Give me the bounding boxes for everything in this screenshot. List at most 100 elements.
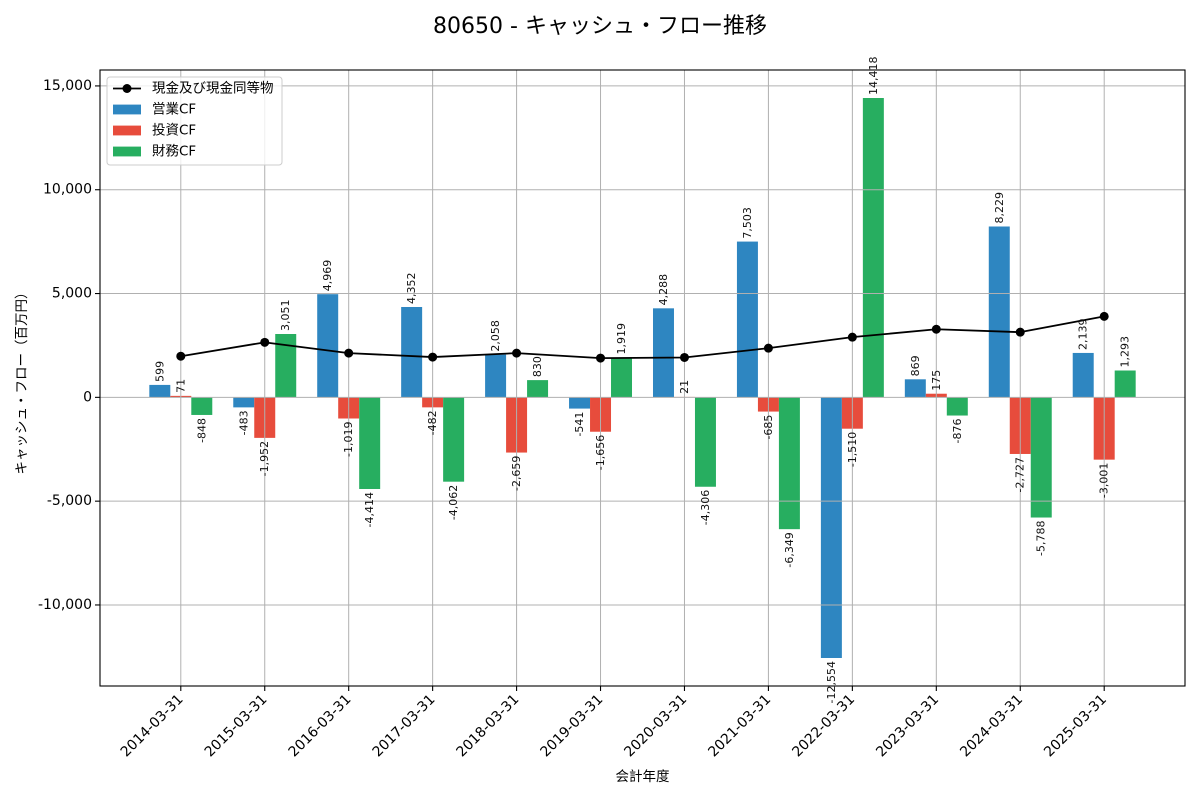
data-label-financing-cf-2021-03-31: -6,349 (783, 532, 796, 567)
bar-operating-cf-2019-03-31 (569, 397, 591, 409)
data-label-operating-cf-2017-03-31: 4,352 (405, 272, 418, 304)
data-label-investing-cf-2014-03-31: 71 (174, 379, 187, 393)
data-label-financing-cf-2018-03-31: 830 (531, 356, 544, 377)
cash-balance-point-2021-03-31 (763, 343, 773, 353)
cash-balance-point-2020-03-31 (679, 352, 689, 362)
data-label-financing-cf-2016-03-31: -4,414 (363, 492, 376, 527)
x-axis-label: 会計年度 (616, 769, 670, 785)
cash-balance-line (180, 315, 1105, 360)
bar-financing-cf-2019-03-31 (611, 357, 633, 398)
cash-balance-point-2017-03-31 (428, 352, 438, 362)
data-label-operating-cf-2024-03-31: 8,229 (993, 192, 1006, 223)
bar-financing-cf-2017-03-31 (443, 397, 465, 482)
data-label-financing-cf-2014-03-31: -848 (195, 418, 208, 443)
data-label-financing-cf-2019-03-31: 1,919 (615, 323, 628, 355)
data-labels-group: 599 -483 4,969 4,352 2,058 -541 4,288 7,503 -12,… (153, 57, 1131, 704)
legend-label-financing-cf: 財務CF (152, 144, 196, 160)
axes-frame (99, 69, 1186, 687)
cash-balance-point-2023-03-31 (931, 324, 941, 334)
y-tick-label--5000: -5,000 (47, 493, 92, 509)
y-tick-label-0: 0 (83, 389, 92, 405)
bar-financing-cf-2022-03-31 (862, 98, 884, 398)
legend-item-operating-cf: 営業CF (113, 102, 196, 118)
legend-item-investing-cf: 投資CF (113, 123, 196, 139)
bar-financing-cf-2020-03-31 (694, 397, 716, 487)
grid-lines (100, 70, 1185, 686)
data-label-operating-cf-2023-03-31: 869 (909, 355, 922, 376)
cash-balance-point-2016-03-31 (344, 348, 354, 358)
data-label-financing-cf-2017-03-31: -4,062 (447, 485, 460, 520)
legend-swatch-investing-cf (113, 125, 141, 136)
bar-financing-cf-2021-03-31 (778, 397, 800, 530)
y-tick-label--10000: -10,000 (38, 597, 92, 613)
bar-operating-cf-2014-03-31 (149, 384, 171, 398)
bar-financing-cf-2016-03-31 (359, 397, 381, 489)
legend-label-operating-cf: 営業CF (152, 102, 196, 118)
data-label-investing-cf-2021-03-31: -685 (762, 415, 775, 440)
bar-financing-cf-2025-03-31 (1114, 370, 1136, 398)
data-label-investing-cf-2025-03-31: -3,001 (1098, 463, 1111, 498)
cash-balance-point-2025-03-31 (1099, 311, 1109, 321)
data-label-investing-cf-2024-03-31: -2,727 (1014, 457, 1027, 492)
legend-item-cash-balance: 現金及び現金同等物 (113, 80, 274, 97)
data-label-investing-cf-2019-03-31: -1,656 (594, 435, 607, 470)
data-label-investing-cf-2023-03-31: 175 (930, 370, 943, 391)
bar-series-group (149, 98, 1136, 658)
cash-balance-point-2019-03-31 (596, 353, 606, 363)
bar-financing-cf-2018-03-31 (527, 380, 549, 398)
bar-operating-cf-2022-03-31 (820, 397, 842, 658)
data-label-operating-cf-2015-03-31: -483 (237, 410, 250, 435)
data-label-financing-cf-2015-03-31: 3,051 (279, 300, 292, 332)
data-label-operating-cf-2014-03-31: 599 (153, 361, 166, 382)
data-label-operating-cf-2020-03-31: 4,288 (657, 274, 670, 306)
cash-balance-point-2018-03-31 (512, 348, 522, 358)
bar-financing-cf-2023-03-31 (946, 397, 968, 416)
bar-financing-cf-2024-03-31 (1030, 397, 1052, 518)
data-label-financing-cf-2023-03-31: -876 (951, 419, 964, 444)
legend-marker-cash-balance (122, 84, 132, 93)
legend-label-investing-cf: 投資CF (152, 123, 196, 139)
data-label-investing-cf-2020-03-31: 21 (678, 380, 691, 394)
y-tick-label-5000: 5,000 (52, 286, 92, 302)
data-label-operating-cf-2022-03-31: -12,554 (825, 661, 838, 703)
bar-operating-cf-2015-03-31 (233, 397, 255, 408)
bar-operating-cf-2016-03-31 (317, 294, 339, 398)
y-tick-label-10000: 10,000 (43, 182, 92, 198)
data-label-investing-cf-2016-03-31: -1,019 (342, 422, 355, 457)
legend-label-cash-balance: 現金及び現金同等物 (152, 80, 274, 97)
y-tick-label-15000: 15,000 (43, 78, 92, 94)
data-label-operating-cf-2016-03-31: 4,969 (321, 260, 334, 292)
y-axis-ticks: -10,000 -5,000 0 5,000 10,000 15,000 (38, 78, 100, 613)
data-label-operating-cf-2019-03-31: -541 (573, 412, 586, 437)
data-label-financing-cf-2022-03-31: 14,418 (867, 57, 880, 96)
cash-balance-point-2024-03-31 (1015, 327, 1025, 337)
bar-operating-cf-2023-03-31 (904, 379, 926, 398)
bar-operating-cf-2025-03-31 (1072, 352, 1094, 398)
data-label-financing-cf-2024-03-31: -5,788 (1035, 521, 1048, 556)
y-axis-label: キャッシュ・フロー（百万円） (14, 286, 30, 475)
legend-swatch-financing-cf (113, 146, 141, 157)
data-label-investing-cf-2022-03-31: -1,510 (846, 432, 859, 467)
cash-balance-point-2015-03-31 (260, 337, 270, 347)
chart-title: 80650 - キャッシュ・フロー推移 (433, 14, 767, 39)
cash-balance-point-2014-03-31 (176, 351, 186, 361)
cash-balance-line-group (176, 311, 1109, 363)
data-label-investing-cf-2015-03-31: -1,952 (258, 441, 271, 476)
bar-operating-cf-2017-03-31 (401, 306, 423, 398)
data-label-operating-cf-2021-03-31: 7,503 (741, 207, 754, 239)
data-label-financing-cf-2025-03-31: 1,293 (1119, 336, 1132, 368)
data-label-operating-cf-2018-03-31: 2,058 (489, 320, 502, 352)
bar-operating-cf-2020-03-31 (652, 308, 674, 398)
bar-financing-cf-2015-03-31 (275, 334, 297, 398)
legend-swatch-operating-cf (113, 104, 141, 115)
bar-operating-cf-2024-03-31 (988, 226, 1010, 398)
bar-operating-cf-2021-03-31 (736, 241, 758, 398)
data-label-investing-cf-2018-03-31: -2,659 (510, 456, 523, 491)
legend-item-financing-cf: 財務CF (113, 144, 196, 160)
legend-frame (106, 76, 283, 166)
data-label-financing-cf-2020-03-31: -4,306 (699, 490, 712, 525)
bar-operating-cf-2018-03-31 (485, 354, 507, 398)
